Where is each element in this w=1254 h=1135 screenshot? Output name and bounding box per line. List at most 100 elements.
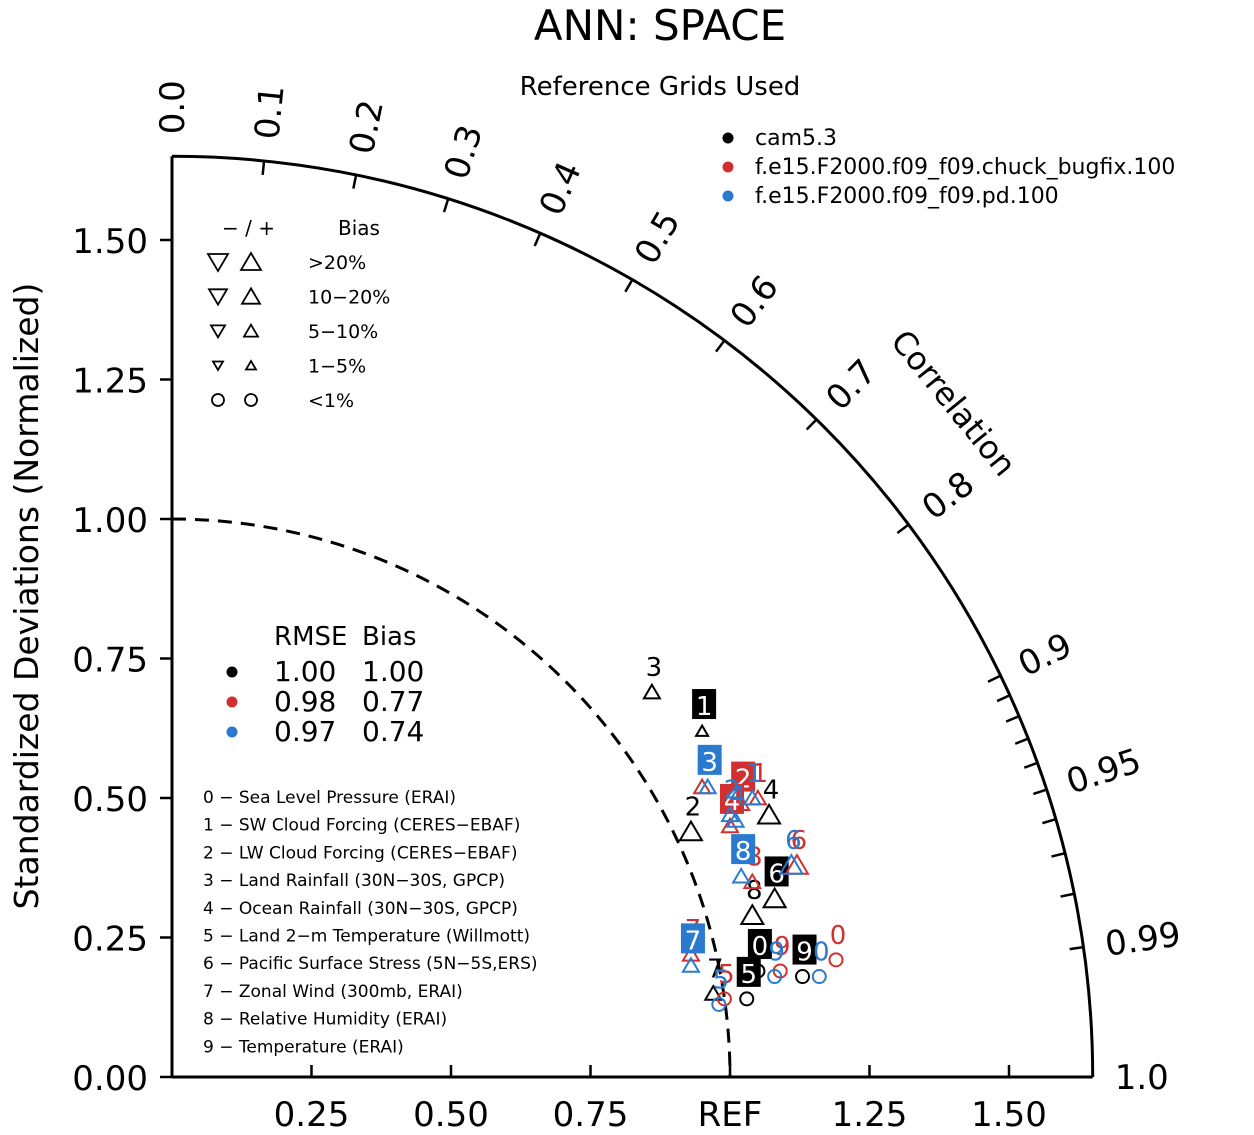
rmse-header: RMSE xyxy=(274,622,347,652)
correlation-tick-label: 0.1 xyxy=(247,83,292,141)
bias-value: 0.77 xyxy=(362,685,424,718)
bias-legend-label: 5−10% xyxy=(308,321,378,343)
data-point: 0 xyxy=(811,938,830,985)
data-point: 5 xyxy=(711,965,730,1012)
correlation-tick xyxy=(987,674,1002,683)
x-tick-label: 0.50 xyxy=(413,1095,489,1135)
correlation-tick xyxy=(1069,945,1084,951)
bias-legend-marker xyxy=(209,324,227,340)
correlation-tick-label-text: 0.5 xyxy=(627,204,689,271)
y-axis-label: Standardized Deviations (Normalized) xyxy=(7,283,46,910)
point-label: 3 xyxy=(701,748,718,778)
point-marker xyxy=(795,969,811,985)
y-tick-label: 1.00 xyxy=(72,501,148,541)
y-tick-label: 0.00 xyxy=(72,1059,148,1099)
bias-value: 1.00 xyxy=(362,655,424,688)
correlation-tick-label-text: 0.1 xyxy=(247,83,292,141)
point-label: 9 xyxy=(768,938,785,968)
point-marker xyxy=(694,723,710,737)
variable-entry: 3 − Land Rainfall (30N−30S, GPCP) xyxy=(203,871,505,891)
variable-entry: 6 − Pacific Surface Stress (5N−5S,ERS) xyxy=(203,954,538,974)
correlation-tick-label-text: 0.8 xyxy=(915,464,982,528)
correlation-tick xyxy=(1014,737,1029,745)
point-label: 2 xyxy=(685,792,702,822)
bias-legend-label: 10−20% xyxy=(308,287,390,309)
data-point: 6 xyxy=(778,826,805,875)
bias-legend-marker xyxy=(244,393,258,407)
bias-legend-marker xyxy=(207,288,229,307)
bias-legend-marker xyxy=(206,253,230,273)
variable-entry: 9 − Temperature (ERAI) xyxy=(203,1037,404,1057)
point-marker xyxy=(642,682,662,700)
correlation-tick-label-text: 0.7 xyxy=(818,352,884,419)
x-tick-label: 1.50 xyxy=(971,1095,1047,1135)
point-label-box xyxy=(720,783,744,814)
variable-entry: 7 − Zonal Wind (300mb, ERAI) xyxy=(203,982,463,1002)
data-point: 4 xyxy=(756,776,782,825)
point-marker xyxy=(811,969,827,985)
bias-legend-header: Bias xyxy=(338,216,380,240)
point-label: 0 xyxy=(830,921,847,951)
chart-title: ANN: SPACE xyxy=(534,1,786,50)
point-marker xyxy=(739,903,766,925)
correlation-tick-label: 0.7 xyxy=(818,352,884,419)
correlation-tick xyxy=(896,523,910,534)
correlation-tick-label: 0.9 xyxy=(1012,625,1078,685)
point-marker xyxy=(711,996,727,1012)
point-marker xyxy=(678,819,704,842)
rmse-value: 0.98 xyxy=(274,685,336,718)
point-marker xyxy=(739,991,755,1007)
chart-subtitle: Reference Grids Used xyxy=(520,72,801,102)
data-point: 3 xyxy=(642,653,662,700)
correlation-tick xyxy=(715,339,726,353)
y-tick-label: 1.25 xyxy=(72,362,148,402)
point-label: 7 xyxy=(707,954,724,984)
rmse-dot xyxy=(226,666,238,678)
correlation-tick-label: 0.99 xyxy=(1103,915,1184,965)
point-label: 7 xyxy=(685,926,702,956)
outer-arc xyxy=(171,154,1095,1078)
correlation-tick-label-text: 0.2 xyxy=(342,97,392,158)
correlation-tick-label: 0.8 xyxy=(915,464,982,528)
correlation-tick-label: 0.2 xyxy=(342,97,392,158)
correlation-tick-label-text: 1.0 xyxy=(1115,1058,1169,1098)
x-tick-label: 0.75 xyxy=(553,1095,629,1135)
bias-legend-marker xyxy=(239,251,263,271)
point-label-box xyxy=(731,834,756,865)
bias-legend-signs: − / + xyxy=(222,216,275,240)
point-label: 5 xyxy=(718,960,735,990)
data-point: 2 xyxy=(678,792,704,842)
correlation-tick xyxy=(533,232,542,247)
correlation-tick-label-text: 0.99 xyxy=(1103,915,1184,965)
point-marker xyxy=(761,886,788,909)
correlation-tick xyxy=(1060,892,1075,898)
correlation-tick-label-text: 0.4 xyxy=(532,156,590,222)
data-point: 6 xyxy=(761,856,789,909)
point-marker xyxy=(681,945,701,962)
y-tick-label: 0.75 xyxy=(72,641,148,681)
variable-entry: 2 − LW Cloud Forcing (CERES−EBAF) xyxy=(203,843,517,863)
variable-entry: 4 − Ocean Rainfall (30N−30S, GPCP) xyxy=(203,899,518,919)
bias-header: Bias xyxy=(362,622,417,652)
data-point: 1 xyxy=(692,689,717,737)
point-label: 1 xyxy=(752,759,769,789)
bias-value: 0.74 xyxy=(362,715,424,748)
point-label-box xyxy=(747,928,772,959)
correlation-tick-label-text: 0.9 xyxy=(1012,625,1078,685)
point-label: 9 xyxy=(796,938,813,968)
bias-legend-marker xyxy=(242,322,260,338)
bias-legend-label: >20% xyxy=(308,252,366,274)
variable-entry: 1 − SW Cloud Forcing (CERES−EBAF) xyxy=(203,816,520,836)
bias-legend-label: <1% xyxy=(308,390,354,412)
correlation-tick-label-text: 0.3 xyxy=(437,120,491,184)
data-point: 9 xyxy=(767,938,785,985)
reference-arc xyxy=(171,517,732,1078)
x-tick-label: 1.25 xyxy=(832,1095,908,1135)
correlation-tick-label: 0.3 xyxy=(437,120,491,184)
point-label: 5 xyxy=(713,965,730,995)
rmse-dot xyxy=(226,726,238,738)
y-tick-label: 0.50 xyxy=(72,780,148,820)
correlation-tick-label: 0.95 xyxy=(1062,741,1146,803)
legend-dot xyxy=(722,132,734,144)
